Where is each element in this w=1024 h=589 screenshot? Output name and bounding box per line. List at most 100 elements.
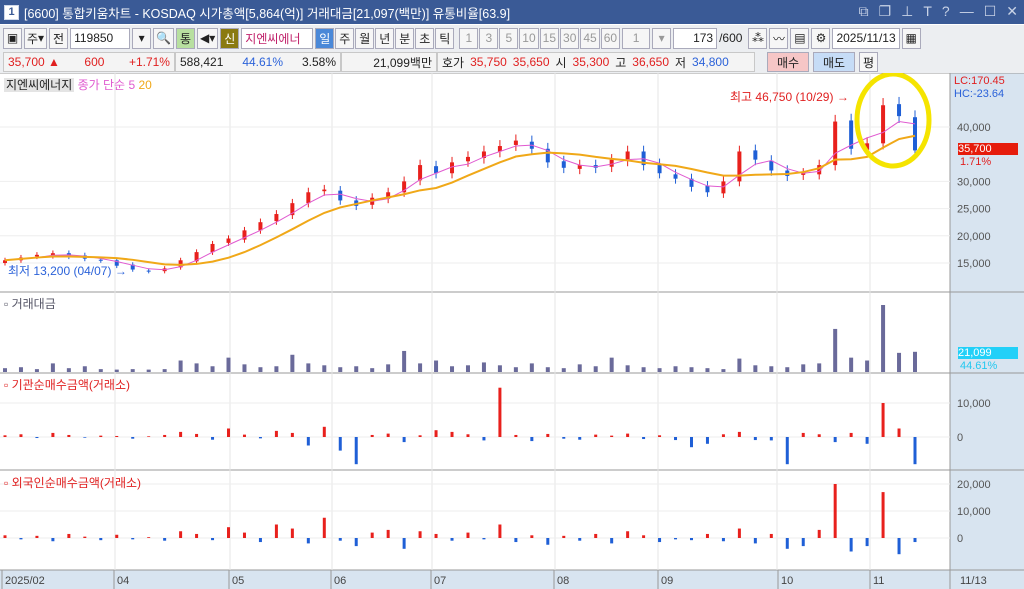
period-2[interactable]: 월 bbox=[355, 27, 375, 49]
volume-ratio: 44.61% bbox=[242, 55, 284, 69]
period-3[interactable]: 년 bbox=[375, 27, 395, 49]
inst-bar bbox=[881, 403, 885, 437]
change-pct: +1.71% bbox=[128, 55, 170, 69]
high-label: 고 bbox=[615, 55, 627, 70]
pin-icon[interactable]: ⊥ bbox=[901, 3, 914, 19]
multiplier-select[interactable]: 1 bbox=[622, 27, 651, 49]
indicator-name[interactable]: 지엔씨에너지 bbox=[4, 78, 75, 92]
candle bbox=[881, 105, 886, 144]
foreign-bar bbox=[338, 538, 342, 541]
help-icon[interactable]: ? bbox=[941, 3, 950, 19]
lc-value: LC:170.45 bbox=[954, 75, 1005, 87]
candle bbox=[210, 243, 215, 253]
gear-icon[interactable]: ⚙ bbox=[811, 27, 831, 49]
foreign-bar bbox=[881, 492, 885, 538]
foreign-bar bbox=[801, 538, 805, 547]
minute-30[interactable]: 30 bbox=[560, 27, 580, 49]
foreign-bar bbox=[3, 535, 7, 538]
speaker-icon[interactable]: ◀▾ bbox=[197, 27, 219, 49]
period-0[interactable]: 일 bbox=[315, 27, 335, 49]
volume-bar bbox=[322, 365, 327, 372]
minimize-icon[interactable]: — bbox=[959, 3, 974, 19]
period-5[interactable]: 초 bbox=[415, 27, 435, 49]
date-input[interactable]: 2025/11/13 bbox=[832, 27, 900, 49]
high-note: 최고 46,750 (10/29) → bbox=[730, 90, 849, 104]
volume-bar bbox=[865, 360, 870, 372]
tong-button[interactable]: 통 bbox=[176, 27, 196, 49]
close-icon[interactable]: ✕ bbox=[1006, 3, 1018, 19]
minute-3[interactable]: 3 bbox=[479, 27, 499, 49]
candle-add-icon[interactable]: ⁂ bbox=[748, 27, 768, 49]
foreign-bar bbox=[274, 524, 278, 538]
date-label: 11 bbox=[873, 575, 884, 587]
high: 36,650 bbox=[632, 55, 669, 69]
maximize-icon[interactable]: ☐ bbox=[983, 3, 997, 19]
layout-icon[interactable]: ▣ bbox=[3, 27, 22, 49]
buy-button[interactable]: 매수 bbox=[767, 52, 809, 72]
volume-bar bbox=[82, 366, 87, 372]
candle bbox=[34, 254, 39, 257]
date-label: 06 bbox=[334, 575, 346, 587]
inst-bar bbox=[402, 437, 406, 443]
minute-1[interactable]: 1 bbox=[459, 27, 479, 49]
volume-bar bbox=[98, 369, 103, 372]
multiplier-dropdown[interactable]: ▾ bbox=[652, 27, 672, 49]
prev-button[interactable]: 전 bbox=[49, 27, 69, 49]
current-pct: 1.71% bbox=[960, 156, 992, 168]
save-icon[interactable]: ▤ bbox=[790, 27, 810, 49]
foreign-bar bbox=[689, 538, 693, 541]
restore-icon[interactable]: ⧉ bbox=[858, 3, 869, 19]
inst-bar bbox=[482, 437, 486, 441]
copy-icon[interactable]: ❐ bbox=[878, 3, 892, 19]
volume-bar bbox=[721, 369, 726, 372]
minute-15[interactable]: 15 bbox=[539, 27, 560, 49]
shin-button[interactable]: 신 bbox=[220, 27, 240, 49]
volume-bar bbox=[386, 364, 391, 372]
period-6[interactable]: 틱 bbox=[435, 27, 455, 49]
code-dropdown[interactable]: ▾ bbox=[132, 27, 152, 49]
foreign-bar bbox=[466, 532, 470, 538]
window-title: [6600] 통합키움차트 - KOSDAQ 시가총액[5,864(억)] 거래… bbox=[24, 6, 511, 21]
inst-bar bbox=[913, 437, 917, 465]
minute-60[interactable]: 60 bbox=[600, 27, 621, 49]
foreign-bar bbox=[242, 532, 246, 538]
stock-name: 지엔씨에너 bbox=[241, 27, 314, 49]
volume-bar bbox=[897, 352, 902, 372]
inst-tick: 10,000 bbox=[957, 398, 991, 410]
foreign-bar bbox=[897, 538, 901, 555]
volume-bar bbox=[737, 358, 742, 372]
volume-bar bbox=[481, 362, 486, 372]
search-icon[interactable]: 🔍 bbox=[153, 27, 175, 49]
market-select[interactable]: 주 ▾ bbox=[24, 27, 48, 49]
inst-bar bbox=[179, 431, 183, 437]
minute-45[interactable]: 45 bbox=[580, 27, 600, 49]
minute-10[interactable]: 10 bbox=[519, 27, 539, 49]
foreign-bar bbox=[578, 538, 582, 541]
volume-bar bbox=[402, 350, 407, 372]
inst-bar bbox=[370, 434, 374, 437]
inst-bar bbox=[626, 433, 630, 437]
calendar-icon[interactable]: ▦ bbox=[901, 27, 921, 49]
inst-bar bbox=[83, 437, 87, 438]
period-4[interactable]: 분 bbox=[395, 27, 415, 49]
foreign-bar bbox=[211, 538, 215, 541]
foreign-bar bbox=[290, 528, 294, 538]
chart-area[interactable]: 15,000 20,000 25,000 30,000 40,000 10,000 0 20,… bbox=[0, 73, 1024, 589]
avg-button[interactable]: 평 bbox=[859, 52, 878, 72]
text-icon[interactable]: T bbox=[923, 3, 932, 19]
code-input[interactable]: 119850 bbox=[70, 27, 131, 49]
price-pane-legend: 지엔씨에너지 종가 단순 5 20 bbox=[4, 76, 152, 93]
inst-bar bbox=[897, 428, 901, 437]
candle bbox=[625, 151, 630, 161]
foreign-bar bbox=[51, 538, 55, 542]
ma20-label: 20 bbox=[138, 78, 152, 92]
period-1[interactable]: 주 bbox=[335, 27, 355, 49]
count-input[interactable]: 173 bbox=[673, 27, 718, 49]
volume-bar bbox=[689, 367, 694, 372]
candle bbox=[290, 203, 295, 216]
foreign-bar bbox=[418, 531, 422, 538]
minute-5[interactable]: 5 bbox=[499, 27, 519, 49]
volume-current-tag: 21,099 bbox=[958, 347, 1018, 359]
line-add-icon[interactable]: 〰 bbox=[769, 27, 789, 49]
sell-button[interactable]: 매도 bbox=[813, 52, 855, 72]
